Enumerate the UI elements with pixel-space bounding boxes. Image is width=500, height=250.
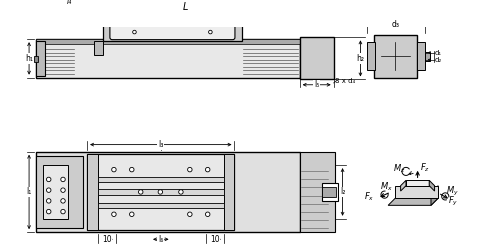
Circle shape	[130, 212, 134, 216]
Circle shape	[61, 199, 65, 203]
Bar	[36, 39, 300, 44]
Bar	[374, 35, 416, 78]
Polygon shape	[396, 186, 438, 198]
Circle shape	[312, 53, 322, 64]
Circle shape	[46, 188, 51, 192]
Circle shape	[406, 42, 409, 45]
Text: d₁: d₁	[434, 50, 442, 56]
Text: L: L	[182, 2, 188, 12]
Circle shape	[158, 190, 162, 194]
Bar	[36, 39, 300, 78]
Text: 10: 10	[210, 235, 220, 244]
Text: 10: 10	[102, 235, 112, 244]
Circle shape	[61, 177, 65, 182]
Circle shape	[381, 42, 410, 70]
Bar	[44, 165, 68, 219]
Text: l₂: l₂	[340, 188, 345, 196]
Circle shape	[208, 30, 212, 34]
Polygon shape	[400, 180, 406, 191]
Bar	[424, 52, 430, 61]
Text: 8 x d₄: 8 x d₄	[336, 78, 355, 84]
Bar	[87, 154, 234, 230]
Bar	[416, 42, 424, 70]
Circle shape	[206, 168, 210, 172]
Text: l₃: l₃	[158, 140, 164, 149]
Text: l₅: l₅	[314, 80, 320, 89]
Circle shape	[188, 212, 192, 216]
Circle shape	[138, 190, 143, 194]
Bar	[36, 152, 300, 232]
Circle shape	[112, 168, 116, 172]
Bar	[98, 189, 224, 194]
Text: h₁: h₁	[25, 54, 33, 63]
Text: l₁: l₁	[26, 188, 32, 196]
Bar	[94, 41, 103, 55]
Text: d₂: d₂	[434, 57, 442, 63]
Circle shape	[386, 47, 404, 65]
Circle shape	[46, 177, 51, 182]
Bar	[36, 156, 82, 228]
Circle shape	[391, 52, 400, 61]
Circle shape	[112, 212, 116, 216]
Circle shape	[406, 67, 409, 70]
Bar	[98, 177, 224, 182]
Circle shape	[304, 68, 307, 72]
Circle shape	[46, 209, 51, 214]
Text: $M_y$: $M_y$	[446, 184, 459, 198]
Circle shape	[326, 68, 330, 72]
Text: l₆: l₆	[158, 235, 164, 244]
Text: $M_z$: $M_z$	[392, 162, 405, 175]
Text: h₂: h₂	[356, 54, 364, 63]
Circle shape	[314, 56, 320, 61]
Circle shape	[326, 45, 330, 48]
Text: l₄: l₄	[67, 0, 72, 6]
Circle shape	[381, 42, 384, 45]
Polygon shape	[429, 180, 434, 191]
Bar	[224, 154, 234, 230]
Circle shape	[304, 46, 329, 71]
Bar	[300, 38, 334, 80]
Circle shape	[61, 188, 65, 192]
Bar	[322, 186, 336, 197]
Circle shape	[308, 50, 326, 67]
Circle shape	[206, 212, 210, 216]
Text: $F_z$: $F_z$	[420, 162, 430, 174]
Circle shape	[381, 67, 384, 70]
Bar	[87, 154, 98, 230]
Text: $M_x$: $M_x$	[380, 180, 392, 193]
Bar	[98, 203, 224, 208]
Circle shape	[178, 190, 183, 194]
Circle shape	[46, 199, 51, 203]
Polygon shape	[431, 186, 438, 205]
FancyBboxPatch shape	[110, 24, 235, 40]
Circle shape	[304, 45, 307, 48]
Circle shape	[130, 168, 134, 172]
Polygon shape	[406, 180, 429, 186]
Bar	[366, 42, 374, 70]
Circle shape	[188, 168, 192, 172]
Bar	[36, 41, 45, 76]
Bar	[300, 152, 336, 232]
Bar	[103, 23, 242, 41]
Polygon shape	[388, 198, 438, 205]
Text: $F_x$: $F_x$	[364, 190, 374, 203]
Circle shape	[132, 30, 136, 34]
Text: $F_y$: $F_y$	[448, 195, 458, 208]
Circle shape	[61, 209, 65, 214]
Text: d₃: d₃	[392, 20, 400, 28]
Bar	[322, 183, 338, 201]
Bar	[34, 56, 38, 62]
